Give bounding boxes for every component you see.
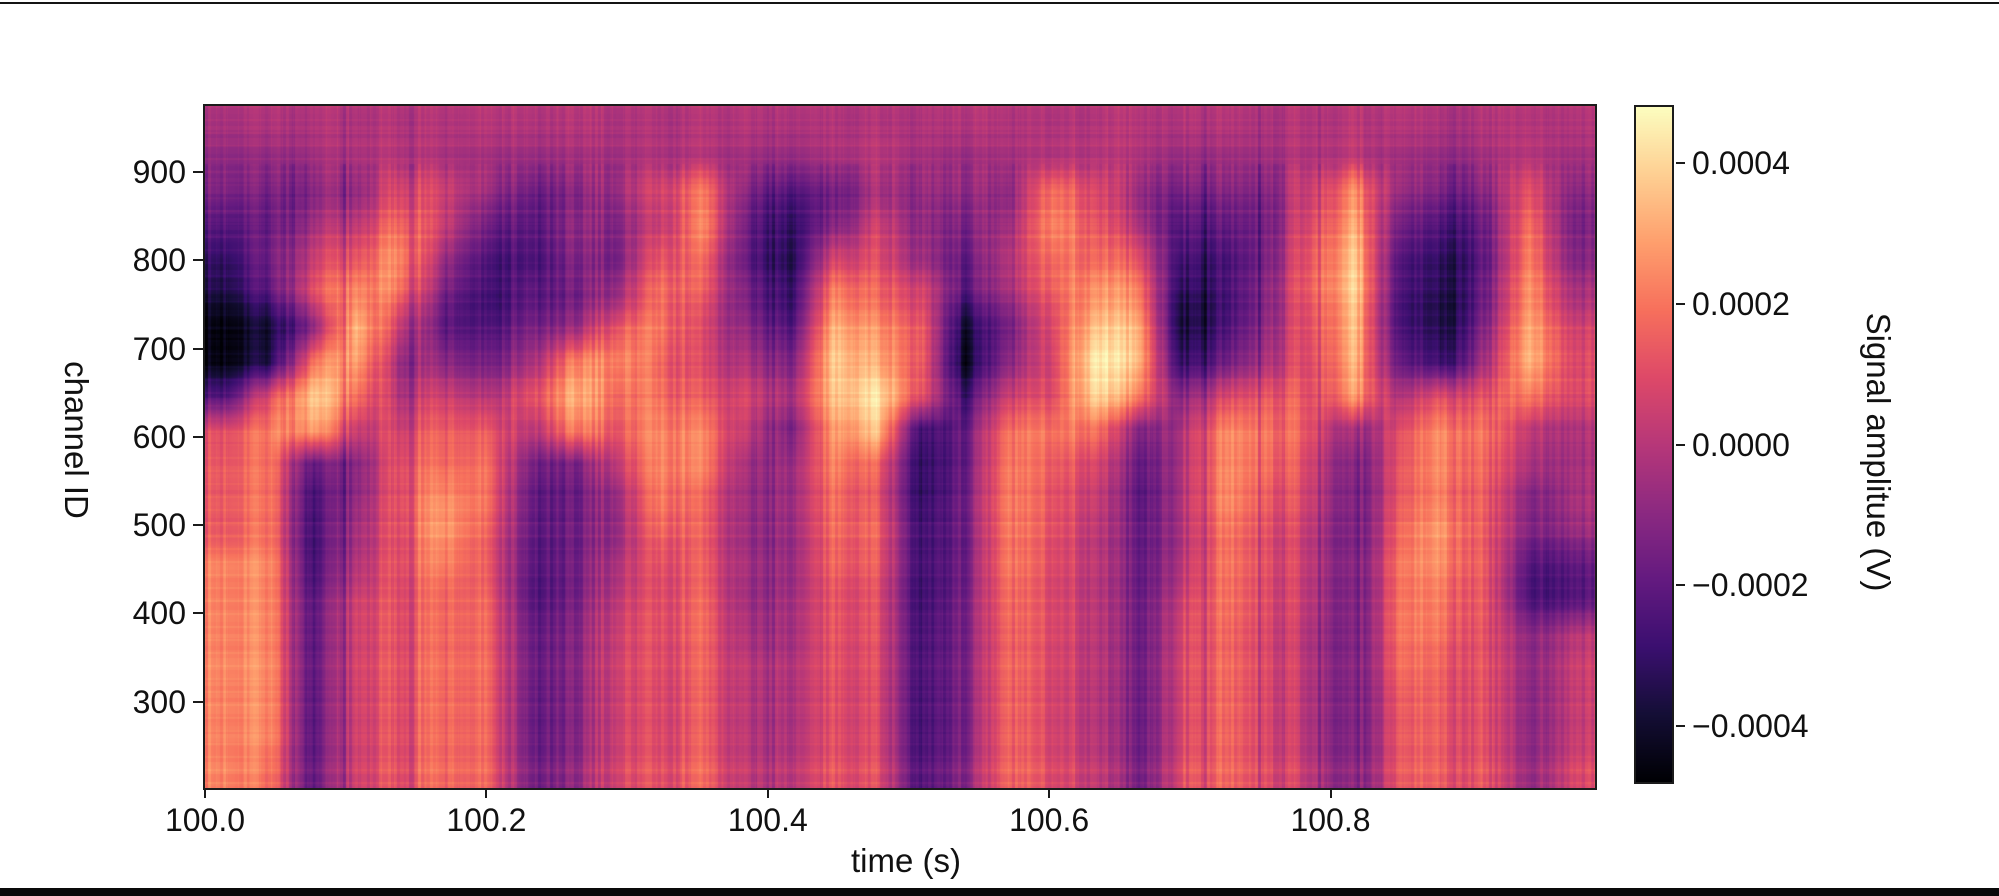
x-tick-label: 100.8: [1290, 802, 1371, 838]
y-tick-label: 600: [132, 418, 186, 455]
y-axis-tick: [193, 524, 203, 527]
x-axis-tick: [1048, 788, 1051, 798]
y-tick-label: 400: [132, 595, 186, 632]
y-axis-tick: [193, 171, 203, 174]
bottom-window-edge: [0, 888, 1999, 896]
colorbar-tick: [1676, 443, 1685, 446]
colorbar-label: Signal amplitue (V): [1860, 312, 1897, 592]
y-axis-tick: [193, 612, 203, 615]
y-axis-label: channel ID: [58, 361, 95, 519]
colorbar-frame: [1634, 105, 1674, 784]
colorbar-tick: [1676, 724, 1685, 727]
x-tick-label: 100.4: [727, 802, 808, 838]
y-tick-label: 900: [132, 154, 186, 191]
plot-frame: [203, 104, 1597, 790]
colorbar-tick-label: −0.0002: [1692, 567, 1809, 604]
colorbar-tick: [1676, 584, 1685, 587]
x-axis-tick: [1329, 788, 1332, 798]
x-axis-tick: [204, 788, 206, 798]
colorbar-canvas: [1636, 107, 1672, 782]
x-tick-label: 100.2: [446, 802, 527, 838]
y-tick-label: 800: [132, 242, 186, 279]
x-axis-tick: [766, 788, 769, 798]
colorbar-tick-label: −0.0004: [1692, 707, 1809, 744]
x-tick-label: 100.6: [1009, 802, 1090, 838]
y-axis-tick: [193, 347, 203, 350]
colorbar-tick: [1676, 162, 1685, 165]
y-tick-label: 500: [132, 507, 186, 544]
y-axis-tick: [193, 259, 203, 262]
y-axis-tick: [193, 700, 203, 703]
y-axis-tick: [193, 435, 203, 438]
colorbar-tick-label: 0.0004: [1692, 145, 1790, 182]
x-axis-label: time (s): [851, 842, 961, 879]
heatmap-canvas: [205, 106, 1595, 788]
colorbar-tick-label: 0.0002: [1692, 285, 1790, 322]
colorbar-tick-label: 0.0000: [1692, 426, 1790, 463]
x-tick-label: 100.0: [164, 802, 246, 838]
x-axis-tick: [485, 788, 488, 798]
top-window-edge: [0, 2, 1999, 4]
y-tick-label: 300: [132, 683, 186, 720]
colorbar-tick: [1676, 302, 1685, 305]
y-tick-label: 700: [132, 330, 186, 367]
